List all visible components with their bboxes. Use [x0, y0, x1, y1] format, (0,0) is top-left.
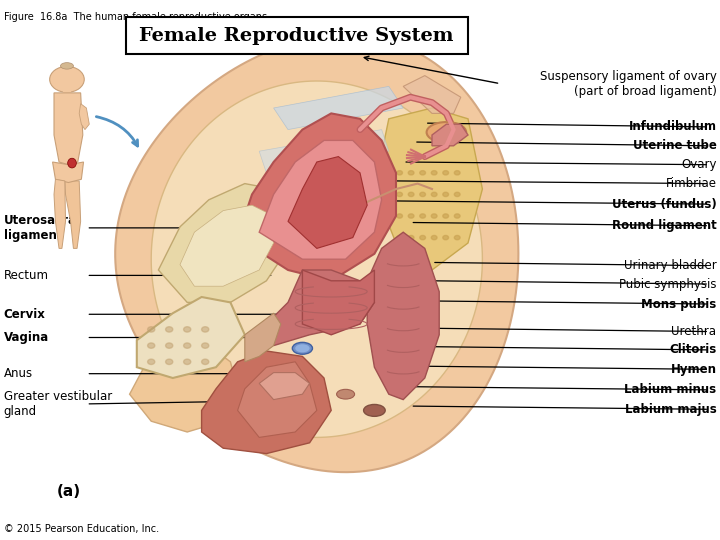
Circle shape [420, 192, 426, 197]
Circle shape [202, 359, 209, 364]
Text: Hymen: Hymen [670, 363, 716, 376]
Text: Labium majus: Labium majus [625, 403, 716, 416]
Polygon shape [238, 113, 396, 281]
Circle shape [431, 171, 437, 175]
Text: Suspensory ligament of ovary
(part of broad ligament): Suspensory ligament of ovary (part of br… [539, 70, 716, 98]
Text: Greater vestibular
gland: Greater vestibular gland [4, 390, 112, 418]
Polygon shape [432, 124, 468, 146]
Bar [126, 17, 468, 54]
Text: Clitoris: Clitoris [669, 343, 716, 356]
Text: Infundibulum: Infundibulum [629, 120, 716, 133]
Circle shape [148, 359, 155, 364]
Polygon shape [259, 130, 389, 173]
Text: Cervix: Cervix [4, 308, 45, 321]
Text: (a): (a) [56, 484, 81, 499]
Text: Uterine tube: Uterine tube [633, 139, 716, 152]
Text: Urinary bladder: Urinary bladder [624, 259, 716, 272]
Polygon shape [238, 362, 317, 437]
Text: Rectum: Rectum [4, 269, 49, 282]
Ellipse shape [68, 158, 76, 168]
Text: Figure  16.8a  The human female reproductive organs.: Figure 16.8a The human female reproducti… [4, 12, 270, 22]
Ellipse shape [426, 122, 467, 143]
Circle shape [454, 235, 460, 240]
Ellipse shape [364, 404, 385, 416]
Polygon shape [259, 140, 382, 259]
Polygon shape [79, 104, 89, 130]
Polygon shape [202, 351, 331, 454]
Circle shape [408, 171, 414, 175]
Circle shape [454, 192, 460, 197]
Polygon shape [137, 297, 245, 378]
Circle shape [397, 214, 402, 218]
Text: Round ligament: Round ligament [612, 219, 716, 232]
Polygon shape [245, 313, 281, 362]
Polygon shape [115, 36, 518, 472]
Circle shape [148, 343, 155, 348]
Polygon shape [54, 179, 66, 248]
Ellipse shape [60, 63, 73, 69]
Circle shape [166, 327, 173, 332]
Ellipse shape [292, 342, 312, 354]
Polygon shape [151, 81, 482, 437]
Polygon shape [158, 184, 288, 302]
Circle shape [443, 171, 449, 175]
Polygon shape [367, 232, 439, 400]
Circle shape [202, 343, 209, 348]
Circle shape [184, 327, 191, 332]
Circle shape [397, 235, 402, 240]
Circle shape [443, 214, 449, 218]
Polygon shape [266, 270, 374, 346]
Text: Mons pubis: Mons pubis [641, 298, 716, 310]
Ellipse shape [336, 389, 354, 399]
Circle shape [148, 327, 155, 332]
Circle shape [420, 171, 426, 175]
Circle shape [408, 192, 414, 197]
Polygon shape [65, 181, 81, 248]
Circle shape [408, 214, 414, 218]
Polygon shape [403, 76, 461, 113]
Circle shape [184, 359, 191, 364]
Polygon shape [374, 108, 482, 270]
Polygon shape [274, 86, 403, 130]
Circle shape [184, 343, 191, 348]
Text: Urethra: Urethra [671, 325, 716, 338]
Polygon shape [130, 346, 238, 432]
Polygon shape [180, 205, 274, 286]
Text: Pubic symphysis: Pubic symphysis [619, 278, 716, 291]
Text: Anus: Anus [4, 367, 32, 380]
Circle shape [443, 192, 449, 197]
Polygon shape [302, 270, 374, 335]
Polygon shape [53, 162, 84, 183]
Circle shape [50, 66, 84, 92]
Circle shape [431, 235, 437, 240]
Circle shape [408, 235, 414, 240]
Text: Female Reproductive System: Female Reproductive System [140, 26, 454, 45]
Circle shape [397, 171, 402, 175]
Text: Labium minus: Labium minus [624, 383, 716, 396]
Polygon shape [288, 157, 367, 248]
Circle shape [166, 343, 173, 348]
Polygon shape [259, 373, 310, 400]
Circle shape [431, 192, 437, 197]
Circle shape [202, 327, 209, 332]
Text: Vagina: Vagina [4, 331, 49, 344]
Circle shape [397, 192, 402, 197]
Text: Uterus (fundus): Uterus (fundus) [612, 198, 716, 211]
Circle shape [420, 235, 426, 240]
Text: Fimbriae: Fimbriae [665, 177, 716, 190]
Circle shape [454, 214, 460, 218]
Bar [63, 82, 71, 93]
Text: © 2015 Pearson Education, Inc.: © 2015 Pearson Education, Inc. [4, 523, 158, 534]
Text: Uterosacral
ligament: Uterosacral ligament [4, 214, 81, 242]
Circle shape [454, 171, 460, 175]
Ellipse shape [295, 345, 310, 353]
Circle shape [443, 235, 449, 240]
Text: Ovary: Ovary [681, 158, 716, 171]
Polygon shape [54, 93, 83, 165]
Circle shape [431, 214, 437, 218]
Circle shape [166, 359, 173, 364]
Circle shape [420, 214, 426, 218]
